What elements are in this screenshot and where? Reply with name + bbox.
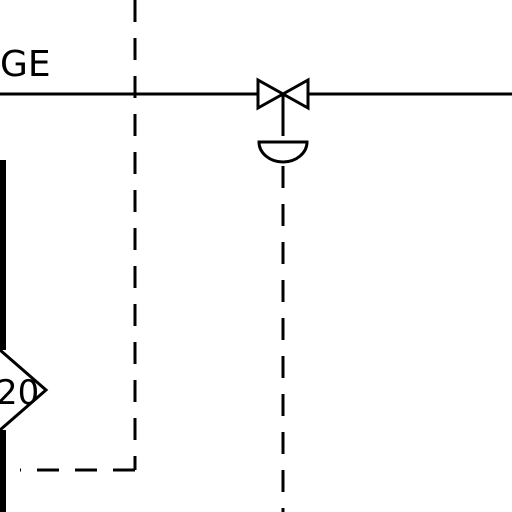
diaphragm-actuator-icon xyxy=(257,140,309,164)
line-label: GE xyxy=(0,44,51,85)
instrument-diamond[interactable] xyxy=(0,348,49,432)
instrument-tag: 20 xyxy=(0,373,39,413)
control-valve-icon[interactable] xyxy=(256,77,310,111)
